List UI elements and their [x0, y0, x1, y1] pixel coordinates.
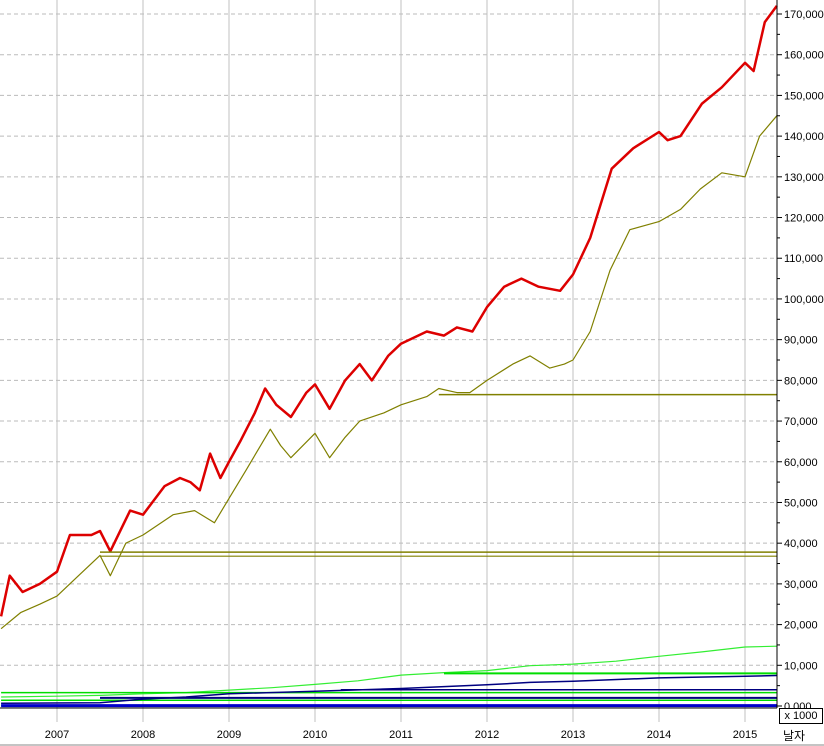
series-line — [0, 5, 778, 617]
grid — [0, 0, 777, 708]
x-tick-label: 2012 — [475, 729, 499, 741]
y-tick-label: 170,000 — [784, 9, 824, 21]
x-tick-label: 2013 — [561, 729, 585, 741]
y-tick-label: 70,000 — [784, 416, 818, 428]
series-line — [1, 645, 777, 698]
y-tick-label: 60,000 — [784, 457, 818, 469]
x-tick-label: 2011 — [389, 729, 413, 741]
y-tick-label: 80,000 — [784, 375, 818, 387]
x-tick-label: 2010 — [303, 729, 327, 741]
y-tick-label: 160,000 — [784, 50, 824, 62]
x-axis-label: 날자 — [783, 729, 806, 743]
x-tick-label: 2009 — [217, 729, 241, 741]
y-tick-label: 140,000 — [784, 131, 824, 143]
y-unit-label: x 1000 — [779, 708, 823, 724]
y-tick-label: 120,000 — [784, 213, 824, 225]
y-tick-label: 40,000 — [784, 538, 818, 550]
y-tick-label: 110,000 — [784, 253, 823, 265]
y-tick-label: 130,000 — [784, 172, 824, 184]
y-tick-label: 50,000 — [784, 497, 818, 509]
series-line — [1, 674, 777, 704]
y-tick-label: 30,000 — [784, 579, 818, 591]
x-tick-label: 2008 — [131, 729, 155, 741]
y-tick-label: 10,000 — [784, 660, 818, 672]
y-tick-label: 150,000 — [784, 90, 824, 102]
y-tick-label: 20,000 — [784, 620, 818, 632]
y-tick-label: 100,000 — [784, 294, 824, 306]
x-tick-label: 2007 — [45, 729, 69, 741]
x-tick-label: 2014 — [647, 729, 671, 741]
x-tick-label: 2015 — [733, 729, 757, 741]
y-tick-label: 90,000 — [784, 335, 818, 347]
series-group — [0, 5, 778, 708]
series-line — [0, 115, 778, 630]
